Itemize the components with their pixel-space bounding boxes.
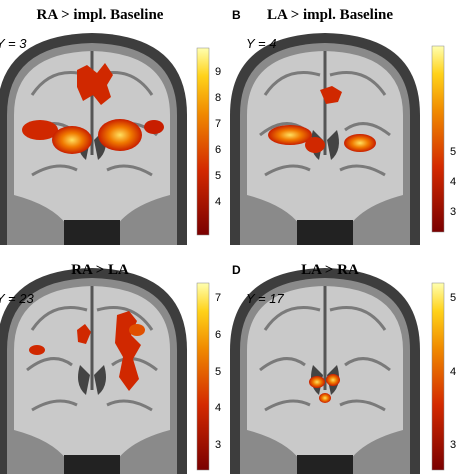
panel-label: D <box>232 263 241 277</box>
colorbar-tick: 8 <box>215 92 221 104</box>
panel-label: B <box>232 8 241 22</box>
colorbar <box>196 47 210 236</box>
slice-label: Y = 23 <box>0 291 34 306</box>
brain-slice <box>228 31 422 247</box>
colorbar-tick: 5 <box>215 170 221 182</box>
brain-slice <box>0 31 189 247</box>
slice-label: Y = 17 <box>246 291 284 306</box>
colorbar-tick: 4 <box>215 402 221 414</box>
colorbar-tick: 7 <box>215 118 221 130</box>
colorbar-tick: 6 <box>215 329 221 341</box>
colorbar-tick: 5 <box>450 292 456 304</box>
colorbar-tick: 3 <box>215 439 221 451</box>
colorbar-tick: 6 <box>215 144 221 156</box>
brain-slice <box>228 266 422 474</box>
brain-slice <box>0 266 189 474</box>
slice-label: Y = 4 <box>246 36 276 51</box>
panel-title: LA > impl. Baseline <box>267 7 393 23</box>
colorbar <box>196 282 210 471</box>
panel-title: RA > LA <box>71 262 129 278</box>
colorbar <box>431 45 445 233</box>
colorbar-tick: 4 <box>450 176 456 188</box>
colorbar-tick: 4 <box>450 366 456 378</box>
panel-title: RA > impl. Baseline <box>37 7 164 23</box>
colorbar-tick: 5 <box>450 146 456 158</box>
colorbar-tick: 3 <box>450 439 456 451</box>
colorbar-tick: 9 <box>215 66 221 78</box>
colorbar-tick: 7 <box>215 292 221 304</box>
slice-label: Y = 3 <box>0 36 27 51</box>
colorbar-tick: 4 <box>215 196 221 208</box>
colorbar-tick: 5 <box>215 366 221 378</box>
colorbar <box>431 282 445 471</box>
panel-title: LA > RA <box>301 262 359 278</box>
colorbar-tick: 3 <box>450 206 456 218</box>
